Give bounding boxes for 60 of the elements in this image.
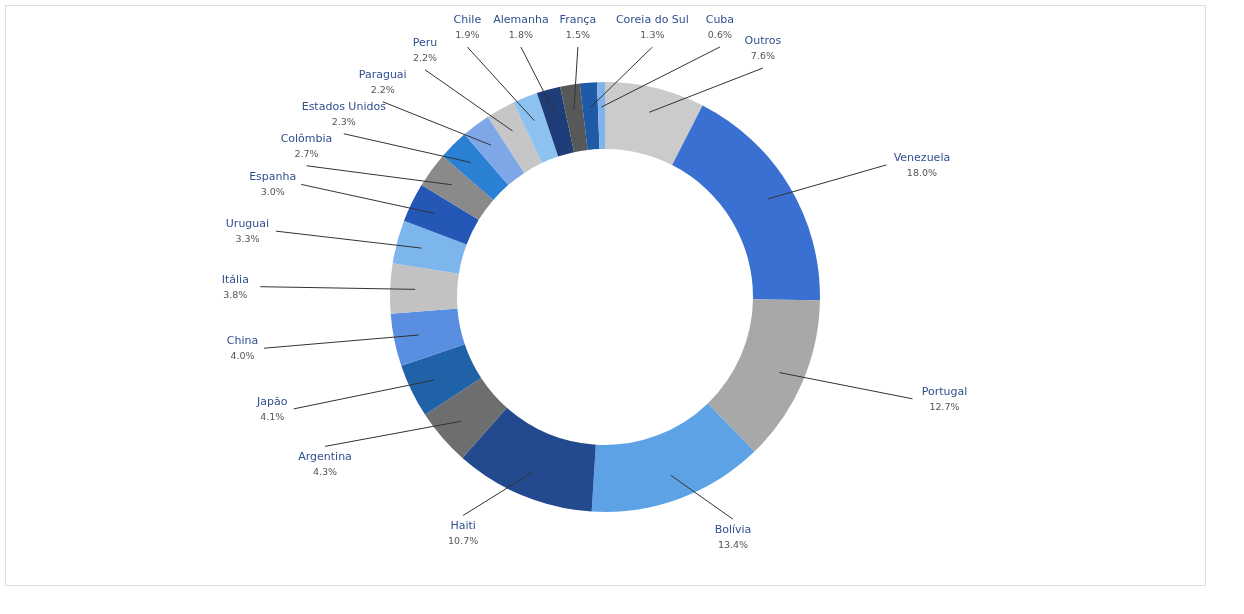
data-label: 1.3%	[640, 29, 665, 40]
donut-slice	[421, 155, 494, 220]
data-label: 18.0%	[906, 166, 938, 178]
data-label: 1.5%	[565, 29, 590, 40]
slice-label: Estados Unidos	[301, 99, 387, 113]
slice-label: Outros	[744, 34, 782, 48]
slice-label: Portugal	[921, 384, 968, 398]
slice-label: Haiti	[450, 519, 476, 533]
data-label: 3.3%	[235, 233, 260, 245]
data-label: 4.0%	[230, 350, 255, 362]
data-label: 7.6%	[750, 50, 775, 62]
donut-slice	[513, 93, 559, 164]
slice-label: Japão	[255, 394, 288, 408]
donut-slice	[464, 116, 525, 186]
slice-label: China	[226, 334, 259, 348]
slice-label: Argentina	[298, 450, 352, 464]
data-label: 13.4%	[717, 539, 749, 551]
data-label: 3.8%	[223, 288, 248, 300]
data-label: 12.7%	[929, 400, 960, 412]
slice-label: Uruguai	[225, 217, 270, 231]
donut-slice	[597, 82, 605, 150]
slice-label: Colômbia	[280, 131, 333, 145]
data-label: 1.9%	[455, 29, 480, 40]
donut-slice	[425, 378, 507, 458]
data-label: 2.7%	[294, 147, 319, 159]
donut-slice	[591, 403, 755, 512]
donut-slice	[707, 299, 820, 452]
slice-label: Alemanha	[493, 13, 549, 26]
data-label: 2.3%	[331, 115, 356, 127]
slice-label: Coreia do Sul	[615, 13, 689, 26]
slice-label: Bolívia	[714, 523, 752, 537]
slice-label: Cuba	[705, 13, 735, 26]
donut-slice	[672, 105, 820, 301]
slice-label: Espanha	[249, 170, 297, 184]
data-label: 1.8%	[508, 29, 533, 40]
slice-label: Peru	[412, 35, 438, 49]
data-label: 2.2%	[370, 83, 395, 95]
data-label: 10.7%	[448, 535, 479, 547]
data-label: 2.2%	[412, 51, 438, 63]
slice-label: Chile	[453, 13, 482, 26]
slice-label: França	[559, 13, 597, 26]
slice-label: Paraguai	[358, 67, 407, 81]
data-label: 0.6%	[707, 29, 732, 40]
donut-slice	[401, 344, 482, 415]
donut-slice	[462, 407, 596, 512]
data-label: 3.0%	[260, 186, 285, 198]
donut-slice	[536, 86, 575, 157]
donut-slice	[390, 308, 465, 366]
donut-slice	[560, 83, 588, 153]
donut-slice	[442, 134, 509, 200]
slice-label: Venezuela	[893, 150, 951, 164]
data-label: 4.1%	[260, 410, 285, 422]
donut-slice	[579, 82, 600, 151]
donut-slice	[392, 220, 467, 274]
slice-label: Itália	[221, 272, 249, 286]
donut-slice	[390, 263, 459, 314]
data-label: 4.3%	[312, 466, 338, 478]
donut-slice	[605, 82, 703, 166]
donut-slice	[487, 102, 542, 173]
donut-slice	[403, 184, 479, 245]
